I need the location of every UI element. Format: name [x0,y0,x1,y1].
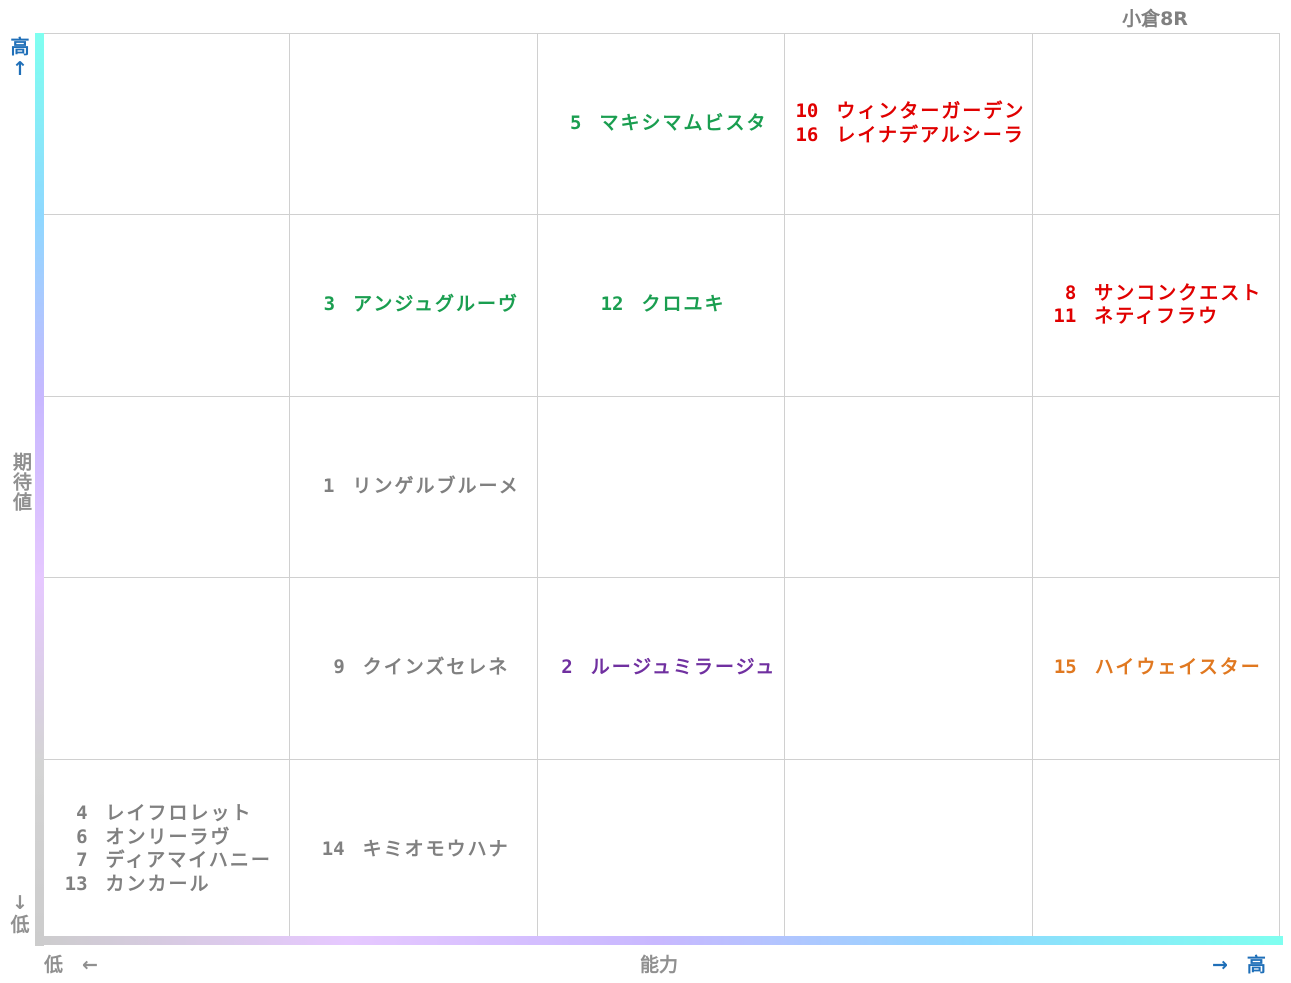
grid-cell: 14 キミオモウハナ [289,759,536,940]
horse-number: 12 [600,293,624,316]
horse-name: マキシマムビスタ [599,111,768,134]
grid-cell: 1 リンゲルブルーメ [289,396,536,577]
horse-name: ウィンターガーデン [836,100,1026,123]
horse-entry: 9 クインズセレネ [317,656,510,680]
grid-cell: 12 クロユキ [537,214,784,395]
horse-name: アンジュグルーヴ [353,293,520,316]
horse-name: オンリーラヴ [105,825,232,848]
horse-name: カンカール [105,872,211,895]
y-axis-high-label: 高↑ [10,36,30,80]
horse-number: 4 [76,802,88,825]
horse-number: 15 [1053,656,1077,679]
horse-entry: 10 ウィンターガーデン [790,100,1025,124]
grid-lines [42,33,1280,940]
horse-entry: 5 マキシマムビスタ [553,112,767,136]
horse-number: 5 [570,111,582,134]
entry-list: 8 サンコンクエスト 11 ネティフラウ [1048,282,1262,329]
horse-entry: 15 ハイウェイスター [1049,656,1262,680]
race-title: 小倉8R [1122,8,1188,30]
entry-list: 9 クインズセレネ [317,656,510,680]
entry-list: 3 アンジュグルーヴ [307,293,519,317]
horse-number: 11 [1053,305,1077,328]
x-axis-bar [35,936,1283,945]
entry-list: 10 ウィンターガーデン 16 レイナデアルシーラ [790,100,1025,147]
horse-number: 9 [333,656,345,679]
horse-number: 16 [795,123,819,146]
horse-entry: 6 オンリーラヴ [60,826,272,850]
entry-list: 14 キミオモウハナ [317,838,510,862]
axes [35,33,1283,946]
grid-cell: 2 ルージュミラージュ [537,577,784,758]
horse-number: 14 [321,837,345,860]
horse-name: クロユキ [641,293,726,316]
horse-entry: 11 ネティフラウ [1048,305,1262,329]
horse-entry: 12 クロユキ [595,293,725,317]
horse-entry: 1 リンゲルブルーメ [306,475,519,499]
horse-entry: 2 ルージュミラージュ [545,656,777,680]
horse-name: ハイウェイスター [1094,656,1262,679]
entry-list: 5 マキシマムビスタ [553,112,767,136]
horse-entry: 14 キミオモウハナ [317,838,510,862]
horse-number: 13 [64,872,88,895]
horse-entry: 13 カンカール [60,873,272,897]
horse-number: 6 [76,825,88,848]
horse-name: ディアマイハニー [105,849,272,872]
x-axis-high-label: → 高 [1212,954,1266,976]
x-axis-low-label: 低 ← [44,954,98,976]
horse-name: ネティフラウ [1094,305,1220,328]
y-axis-low-label: ↓低 [10,892,30,936]
horse-entry: 8 サンコンクエスト [1048,282,1262,306]
horse-number: 10 [795,100,819,123]
horse-number: 7 [76,849,88,872]
horse-name: クインズセレネ [362,656,510,679]
grid-cell: 9 クインズセレネ [289,577,536,758]
horse-name: レイフロレット [105,802,253,825]
entry-list: 4 レイフロレット 6 オンリーラヴ 7 ディアマイハニー 13 カンカール [60,802,272,896]
entry-list: 1 リンゲルブルーメ [306,475,519,499]
entry-list: 2 ルージュミラージュ [545,656,777,680]
horse-name: ルージュミラージュ [590,656,777,679]
horse-name: キミオモウハナ [362,837,510,860]
grid-cell: 15 ハイウェイスター [1032,577,1279,758]
horse-number: 8 [1064,281,1077,304]
horse-number: 1 [323,474,335,497]
horse-entry: 7 ディアマイハニー [60,849,272,873]
horse-name: リンゲルブルーメ [352,474,520,497]
y-axis-title: 期待値 [10,452,32,512]
grid-cell: 10 ウィンターガーデン 16 レイナデアルシーラ [784,33,1031,214]
grid-cell: 5 マキシマムビスタ [537,33,784,214]
horse-number: 3 [323,293,336,316]
grid-cell: 4 レイフロレット 6 オンリーラヴ 7 ディアマイハニー 13 カンカール [42,759,289,940]
x-axis-title: 能力 [640,954,679,976]
grid-cell: 3 アンジュグルーヴ [289,214,536,395]
entry-list: 15 ハイウェイスター [1049,656,1262,680]
y-axis-bar [35,33,44,946]
horse-entry: 4 レイフロレット [60,802,272,826]
horse-entry: 3 アンジュグルーヴ [307,293,519,317]
horse-number: 2 [561,656,573,679]
entry-list: 12 クロユキ [595,293,725,317]
horse-name: レイナデアルシーラ [836,123,1025,146]
grid-cell: 8 サンコンクエスト 11 ネティフラウ [1032,214,1279,395]
horse-entry: 16 レイナデアルシーラ [790,124,1025,148]
horse-name: サンコンクエスト [1094,281,1263,304]
